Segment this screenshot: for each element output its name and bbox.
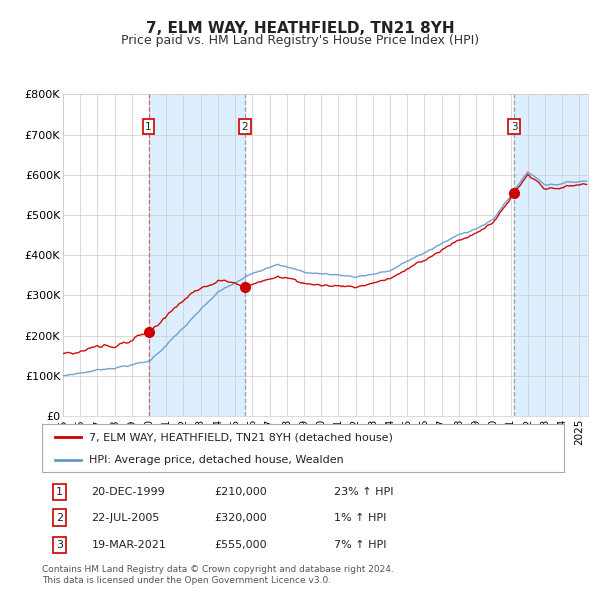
- Text: Contains HM Land Registry data © Crown copyright and database right 2024.
This d: Contains HM Land Registry data © Crown c…: [42, 565, 394, 585]
- Text: £320,000: £320,000: [214, 513, 267, 523]
- Bar: [149, 94, 245, 416]
- Text: 20-DEC-1999: 20-DEC-1999: [92, 487, 166, 497]
- Text: 2: 2: [56, 513, 63, 523]
- Text: 19-MAR-2021: 19-MAR-2021: [92, 540, 166, 550]
- Text: 3: 3: [511, 122, 518, 132]
- Text: £555,000: £555,000: [214, 540, 267, 550]
- Text: £210,000: £210,000: [214, 487, 267, 497]
- Text: 23% ↑ HPI: 23% ↑ HPI: [334, 487, 394, 497]
- Bar: [514, 94, 588, 416]
- Text: 7, ELM WAY, HEATHFIELD, TN21 8YH: 7, ELM WAY, HEATHFIELD, TN21 8YH: [146, 21, 454, 35]
- Text: HPI: Average price, detached house, Wealden: HPI: Average price, detached house, Weal…: [89, 455, 344, 465]
- Text: Price paid vs. HM Land Registry's House Price Index (HPI): Price paid vs. HM Land Registry's House …: [121, 34, 479, 47]
- Text: 7% ↑ HPI: 7% ↑ HPI: [334, 540, 387, 550]
- Text: 3: 3: [56, 540, 63, 550]
- Text: 7, ELM WAY, HEATHFIELD, TN21 8YH (detached house): 7, ELM WAY, HEATHFIELD, TN21 8YH (detach…: [89, 432, 393, 442]
- Text: 1% ↑ HPI: 1% ↑ HPI: [334, 513, 386, 523]
- Text: 22-JUL-2005: 22-JUL-2005: [92, 513, 160, 523]
- Text: 2: 2: [241, 122, 248, 132]
- Text: 1: 1: [145, 122, 152, 132]
- FancyBboxPatch shape: [42, 424, 564, 472]
- Text: 1: 1: [56, 487, 63, 497]
